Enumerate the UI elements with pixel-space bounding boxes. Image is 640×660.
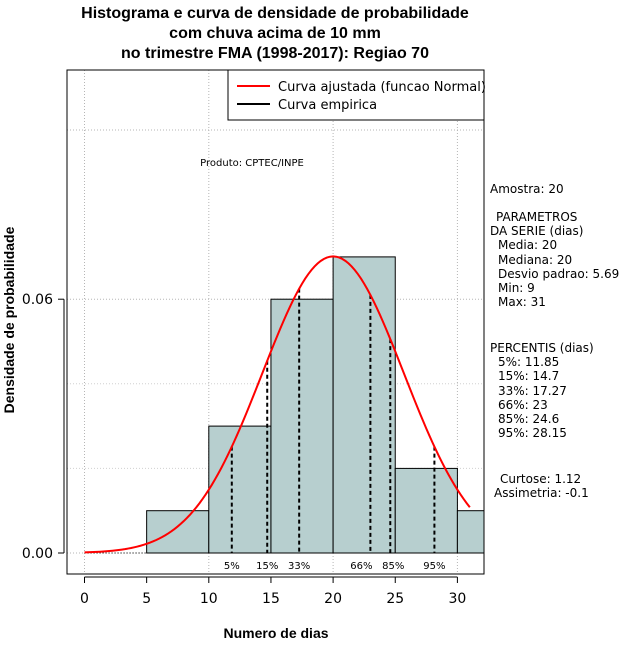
histogram-bar — [332, 256, 396, 554]
percentiles-title: PERCENTIS (dias) — [490, 341, 594, 355]
histogram-bar — [394, 467, 458, 554]
histogram-bar — [270, 298, 334, 554]
x-tick-label: 0 — [80, 591, 89, 607]
series-parameters: PARAMETROS DA SERIE (dias) Media: 20 Med… — [490, 210, 619, 309]
x-tick-label: 25 — [386, 591, 404, 607]
empirical-lines: 5% 15% 33% 66% 85% 95% — [224, 288, 446, 572]
chart-title-line-3: no trimestre FMA (1998-2017): Regiao 70 — [121, 45, 429, 62]
percentile-label: 5% — [224, 561, 240, 572]
percentile-85: 85%: 24.6 — [498, 412, 560, 427]
legend-normal-label: Curva ajustada (funcao Normal) — [278, 80, 486, 95]
param-mean: Media: 20 — [498, 238, 558, 253]
param-min: Min: 9 — [498, 281, 535, 296]
percentile-33: 33%: 17.27 — [498, 383, 567, 398]
product-annotation: Produto: CPTEC/INPE — [200, 158, 304, 169]
legend: Curva ajustada (funcao Normal) Curva emp… — [227, 69, 486, 121]
x-tick-label: 20 — [324, 591, 342, 607]
sample-size-text: Amostra: 20 — [490, 182, 564, 196]
y-tick-label: 0.00 — [22, 546, 53, 562]
chart-title: Histograma e curva de densidade de proba… — [0, 4, 550, 64]
chart-title-line-1: Histograma e curva de densidade de proba… — [81, 5, 469, 22]
param-median: Mediana: 20 — [498, 252, 573, 267]
histogram-bar — [208, 425, 272, 554]
normal-curve — [84, 255, 471, 554]
percentile-label: 85% — [382, 561, 404, 572]
percentiles-block: PERCENTIS (dias) 5%: 11.85 15%: 14.7 33%… — [490, 341, 594, 440]
param-max: Max: 31 — [498, 295, 546, 310]
y-tick-label: 0.06 — [22, 292, 53, 308]
percentile-95: 95%: 28.15 — [498, 426, 567, 441]
skewness: Assimetria: -0.1 — [494, 486, 589, 501]
x-tick-label: 10 — [200, 591, 218, 607]
x-tick-label: 5 — [142, 591, 151, 607]
percentile-label: 66% — [350, 561, 372, 572]
histogram-bar — [456, 510, 485, 554]
sample-size: Amostra: 20 — [490, 182, 564, 196]
percentile-15: 15%: 14.7 — [498, 369, 560, 384]
percentile-label: 33% — [288, 561, 310, 572]
x-axis-label: Numero de dias — [223, 625, 328, 641]
param-std: Desvio padrao: 5.69 — [498, 266, 620, 281]
percentile-label: 95% — [423, 561, 445, 572]
y-axis-label: Densidade de probabilidade — [1, 226, 17, 413]
parameters-title-1: PARAMETROS — [496, 210, 578, 224]
kurtosis: Curtose: 1.12 — [500, 472, 582, 486]
percentile-66: 66%: 23 — [498, 397, 548, 412]
percentile-5: 5%: 11.85 — [498, 355, 560, 370]
parameters-title-2: DA SERIE (dias) — [490, 224, 584, 239]
histogram-bars — [84, 256, 485, 554]
x-tick-label: 15 — [262, 591, 280, 607]
shape-stats: Curtose: 1.12 Assimetria: -0.1 — [490, 472, 589, 500]
chart-title-line-2: com chuva acima de 10 mm — [169, 25, 381, 42]
normal-curve-layer — [84, 255, 471, 554]
legend-empirical-label: Curva empirica — [278, 98, 377, 113]
legend-box — [227, 69, 485, 121]
histogram-bar — [146, 510, 210, 554]
x-tick-label: 30 — [448, 591, 466, 607]
percentile-label: 15% — [256, 561, 278, 572]
axes: 0 5 10 15 20 25 30 0.00 0.06 — [22, 292, 466, 607]
